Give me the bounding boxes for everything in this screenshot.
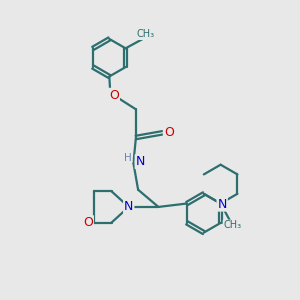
Text: H: H (124, 152, 132, 163)
Text: CH₃: CH₃ (136, 29, 155, 39)
Text: O: O (83, 216, 93, 229)
Text: N: N (136, 155, 145, 168)
Text: CH₃: CH₃ (224, 220, 242, 230)
Text: N: N (218, 198, 227, 211)
Text: O: O (164, 126, 174, 139)
Text: N: N (124, 200, 134, 213)
Text: O: O (109, 89, 119, 102)
